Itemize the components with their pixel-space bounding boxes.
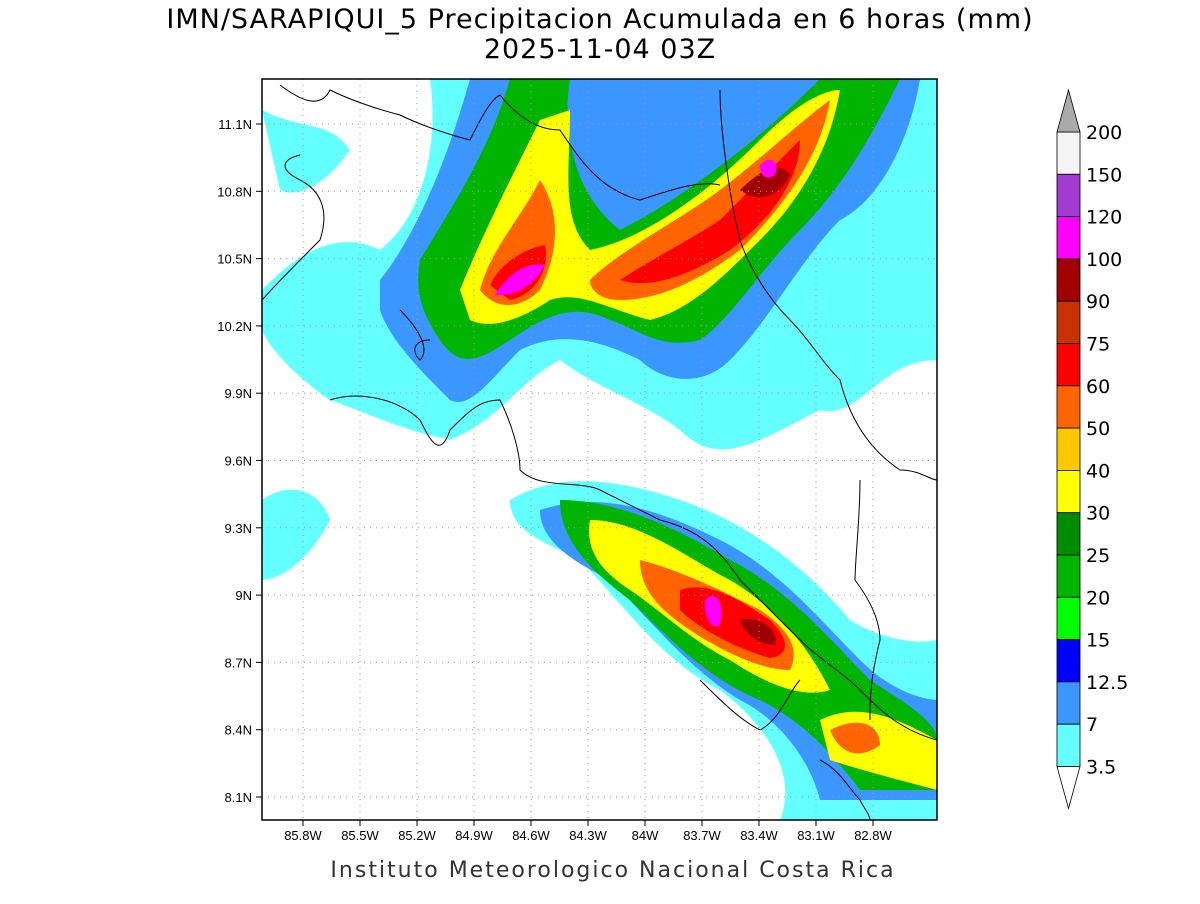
colorbar-label: 75 [1086, 334, 1110, 356]
colorbar-label: 100 [1086, 249, 1122, 271]
lat-label: 9N [235, 588, 252, 603]
lon-label: 84.9W [455, 828, 493, 843]
colorbar-label: 12.5 [1086, 672, 1128, 694]
colorbar-label: 3.5 [1086, 757, 1116, 779]
colorbar-box [1056, 554, 1081, 598]
colorbar-box [1056, 131, 1081, 175]
colorbar-label: 40 [1086, 460, 1110, 482]
lon-label: 84.3W [569, 828, 607, 843]
colorbar-box [1056, 258, 1081, 302]
subtitle: 2025-11-04 03Z [484, 34, 716, 65]
colorbar-label: 7 [1086, 714, 1098, 736]
colorbar-over [1056, 88, 1081, 133]
lat-label: 8.7N [225, 655, 252, 670]
axis-labels: 11.1N 10.8N 10.5N 10.2N 9.9N 9.6N 9.3N 9N 8.7N 8.… [217, 117, 892, 843]
colorbar-box [1056, 216, 1081, 260]
colorbar-box [1056, 469, 1081, 514]
lon-label: 83.7W [683, 828, 721, 843]
colorbar-box [1056, 343, 1081, 387]
colorbar-box [1056, 639, 1081, 683]
title: IMN/SARAPIQUI_5 Precipitacion Acumulada … [166, 4, 1033, 35]
colorbar-under [1056, 766, 1081, 811]
colorbar-label: 90 [1086, 291, 1110, 313]
lat-label: 8.4N [225, 723, 252, 738]
colorbar-label: 150 [1086, 164, 1122, 186]
lat-label: 8.1N [225, 790, 252, 805]
colorbar-label: 25 [1086, 545, 1110, 567]
lon-label: 84.6W [512, 828, 550, 843]
lat-label: 10.8N [217, 184, 252, 199]
lat-label: 11.1N [218, 117, 252, 132]
colorbar-box [1056, 596, 1081, 640]
lat-label: 10.2N [217, 319, 252, 334]
lon-label: 83.4W [740, 828, 778, 843]
colorbar-label: 20 [1086, 587, 1110, 609]
lon-label: 85.2W [398, 828, 436, 843]
colorbar-box [1056, 300, 1081, 344]
lon-label: 85.5W [341, 828, 379, 843]
colorbar-box [1056, 681, 1081, 725]
colorbar-label: 200 [1086, 122, 1122, 144]
lat-label: 9.6N [225, 454, 252, 469]
lat-label: 9.9N [225, 386, 252, 401]
colorbar-box [1056, 723, 1081, 767]
colorbar-label: 50 [1086, 418, 1110, 440]
lon-label: 83.1W [797, 828, 835, 843]
lon-label: 85.8W [284, 828, 322, 843]
colorbar-label: 15 [1086, 630, 1110, 652]
lat-label: 9.3N [225, 521, 252, 536]
colorbar-box [1056, 427, 1081, 471]
lon-label: 84W [632, 828, 659, 843]
colorbar-box [1056, 512, 1081, 556]
lon-label: 82.8W [854, 828, 892, 843]
lat-label: 10.5N [217, 252, 252, 267]
colorbar-label: 30 [1086, 503, 1110, 525]
precipitation-field [262, 79, 937, 820]
colorbar-box [1056, 173, 1081, 218]
colorbar: 200 150 120 100 90 75 60 50 40 30 25 20 15 12.5 7 3.5 [1056, 88, 1128, 811]
colorbar-label: 120 [1086, 207, 1122, 229]
colorbar-box [1056, 385, 1081, 429]
map-frame [261, 78, 938, 821]
colorbar-label: 60 [1086, 376, 1110, 398]
footer: Instituto Meteorologico Nacional Costa R… [330, 858, 895, 883]
